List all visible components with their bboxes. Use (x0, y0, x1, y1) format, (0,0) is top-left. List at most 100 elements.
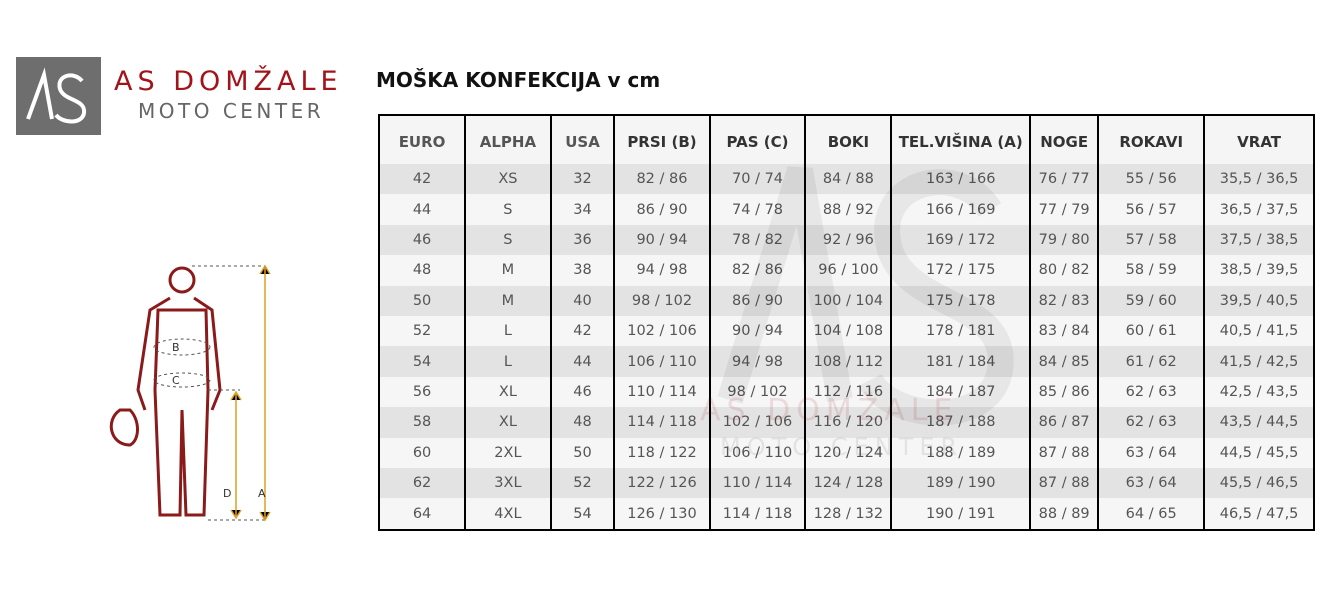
table-cell: 39,5 / 40,5 (1203, 285, 1315, 317)
table-row: 62 3XL 52 122 / 126 110 / 114 124 / 128 189 / … (377, 468, 1315, 499)
column-header: PRSI (B) (613, 115, 711, 164)
table-row: 58 XL 48 114 / 118 102 / 106 116 / 120 187 / 1… (377, 407, 1315, 438)
table-cell: 50 (377, 285, 467, 317)
table-cell: 42,5 / 43,5 (1203, 376, 1315, 408)
table-cell: 114 / 118 (708, 498, 807, 530)
table-cell: 116 / 120 (804, 407, 893, 438)
table-cell: 94 / 98 (613, 255, 711, 286)
table-cell: 42 (549, 316, 616, 347)
table-cell: 188 / 189 (890, 437, 1032, 469)
table-cell: 46 (377, 224, 467, 256)
table-cell: 88 / 92 (804, 194, 893, 225)
table-cell: 118 / 122 (613, 437, 711, 469)
table-cell: 64 / 65 (1097, 498, 1206, 530)
table-cell: 60 / 61 (1097, 316, 1206, 347)
table-cell: XS (464, 164, 552, 195)
column-header: EURO (377, 115, 467, 164)
table-row: 54 L 44 106 / 110 94 / 98 108 / 112 181 / 184 8… (377, 346, 1315, 377)
column-header: ALPHA (464, 115, 552, 164)
table-cell: 62 / 63 (1097, 407, 1206, 438)
table-cell: 181 / 184 (890, 346, 1032, 377)
column-header: TEL.VIŠINA (A) (890, 115, 1032, 164)
table-row: 48 M 38 94 / 98 82 / 86 96 / 100 172 / 175 80 /… (377, 255, 1315, 286)
table-cell: 124 / 128 (804, 468, 893, 499)
table-cell: 79 / 80 (1029, 224, 1100, 256)
table-cell: 70 / 74 (708, 164, 807, 195)
table-cell: 62 (377, 468, 467, 499)
table-cell: 80 / 82 (1029, 255, 1100, 286)
table-cell: 44 (549, 346, 616, 377)
table-cell: 163 / 166 (890, 164, 1032, 195)
logo-subtitle: MOTO CENTER (138, 99, 325, 123)
table-cell: 42 (377, 164, 467, 195)
table-cell: 40,5 / 41,5 (1203, 316, 1315, 347)
table-row: 52 L 42 102 / 106 90 / 94 104 / 108 178 / 181 8… (377, 316, 1315, 347)
table-cell: 106 / 110 (708, 437, 807, 469)
table-row: 64 4XL 54 126 / 130 114 / 118 128 / 132 190 / … (377, 498, 1315, 530)
table-cell: M (464, 285, 552, 317)
table-cell: 2XL (464, 437, 552, 469)
table-cell: 38 (549, 255, 616, 286)
table-cell: 184 / 187 (890, 376, 1032, 408)
table-cell: 48 (377, 255, 467, 286)
column-header: VRAT (1203, 115, 1315, 164)
table-cell: 120 / 124 (804, 437, 893, 469)
table-cell: L (464, 316, 552, 347)
table-cell: 122 / 126 (613, 468, 711, 499)
table-cell: 110 / 114 (613, 376, 711, 408)
table-cell: 85 / 86 (1029, 376, 1100, 408)
table-row: 44 S 34 86 / 90 74 / 78 88 / 92 166 / 169 77 / … (377, 194, 1315, 225)
table-cell: 106 / 110 (613, 346, 711, 377)
table-cell: 59 / 60 (1097, 285, 1206, 317)
table-cell: 43,5 / 44,5 (1203, 407, 1315, 438)
table-cell: 87 / 88 (1029, 437, 1100, 469)
table-header-row: EURO ALPHA USA PRSI (B) PAS (C) BOKI TEL.VIŠIN… (377, 115, 1315, 164)
table-cell: 82 / 86 (613, 164, 711, 195)
table-cell: 57 / 58 (1097, 224, 1206, 256)
table-cell: 3XL (464, 468, 552, 499)
table-cell: 78 / 82 (708, 224, 807, 256)
table-cell: 62 / 63 (1097, 376, 1206, 408)
column-header: USA (549, 115, 616, 164)
table-cell: 102 / 106 (708, 407, 807, 438)
table-cell: 92 / 96 (804, 224, 893, 256)
table-cell: 61 / 62 (1097, 346, 1206, 377)
table-cell: 87 / 88 (1029, 468, 1100, 499)
table-cell: 114 / 118 (613, 407, 711, 438)
table-cell: 46,5 / 47,5 (1203, 498, 1315, 530)
table-cell: 54 (549, 498, 616, 530)
table-cell: 128 / 132 (804, 498, 893, 530)
table-cell: 84 / 85 (1029, 346, 1100, 377)
table-cell: 52 (549, 468, 616, 499)
table-cell: 38,5 / 39,5 (1203, 255, 1315, 286)
figure-label-b: B (172, 341, 180, 354)
column-header: PAS (C) (708, 115, 807, 164)
page-title: MOŠKA KONFEKCIJA v cm (376, 68, 661, 92)
table-cell: 82 / 83 (1029, 285, 1100, 317)
table-cell: 187 / 188 (890, 407, 1032, 438)
table-cell: 100 / 104 (804, 285, 893, 317)
table-row: 46 S 36 90 / 94 78 / 82 92 / 96 169 / 172 79 / … (377, 224, 1315, 256)
column-header: BOKI (804, 115, 893, 164)
table-cell: 32 (549, 164, 616, 195)
table-cell: 46 (549, 376, 616, 408)
table-cell: 98 / 102 (708, 376, 807, 408)
table-cell: XL (464, 407, 552, 438)
table-cell: 77 / 79 (1029, 194, 1100, 225)
body-measurement-figure-icon: A B C D (109, 264, 271, 522)
logo-mark (16, 57, 101, 135)
table-cell: XL (464, 376, 552, 408)
table-cell: 82 / 86 (708, 255, 807, 286)
table-cell: 166 / 169 (890, 194, 1032, 225)
table-cell: 104 / 108 (804, 316, 893, 347)
table-cell: 58 / 59 (1097, 255, 1206, 286)
table-cell: 86 / 90 (708, 285, 807, 317)
table-cell: 45,5 / 46,5 (1203, 468, 1315, 499)
table-cell: 190 / 191 (890, 498, 1032, 530)
table-cell: 110 / 114 (708, 468, 807, 499)
table-cell: 94 / 98 (708, 346, 807, 377)
table-cell: 88 / 89 (1029, 498, 1100, 530)
table-cell: M (464, 255, 552, 286)
table-cell: 36 (549, 224, 616, 256)
table-cell: 76 / 77 (1029, 164, 1100, 195)
